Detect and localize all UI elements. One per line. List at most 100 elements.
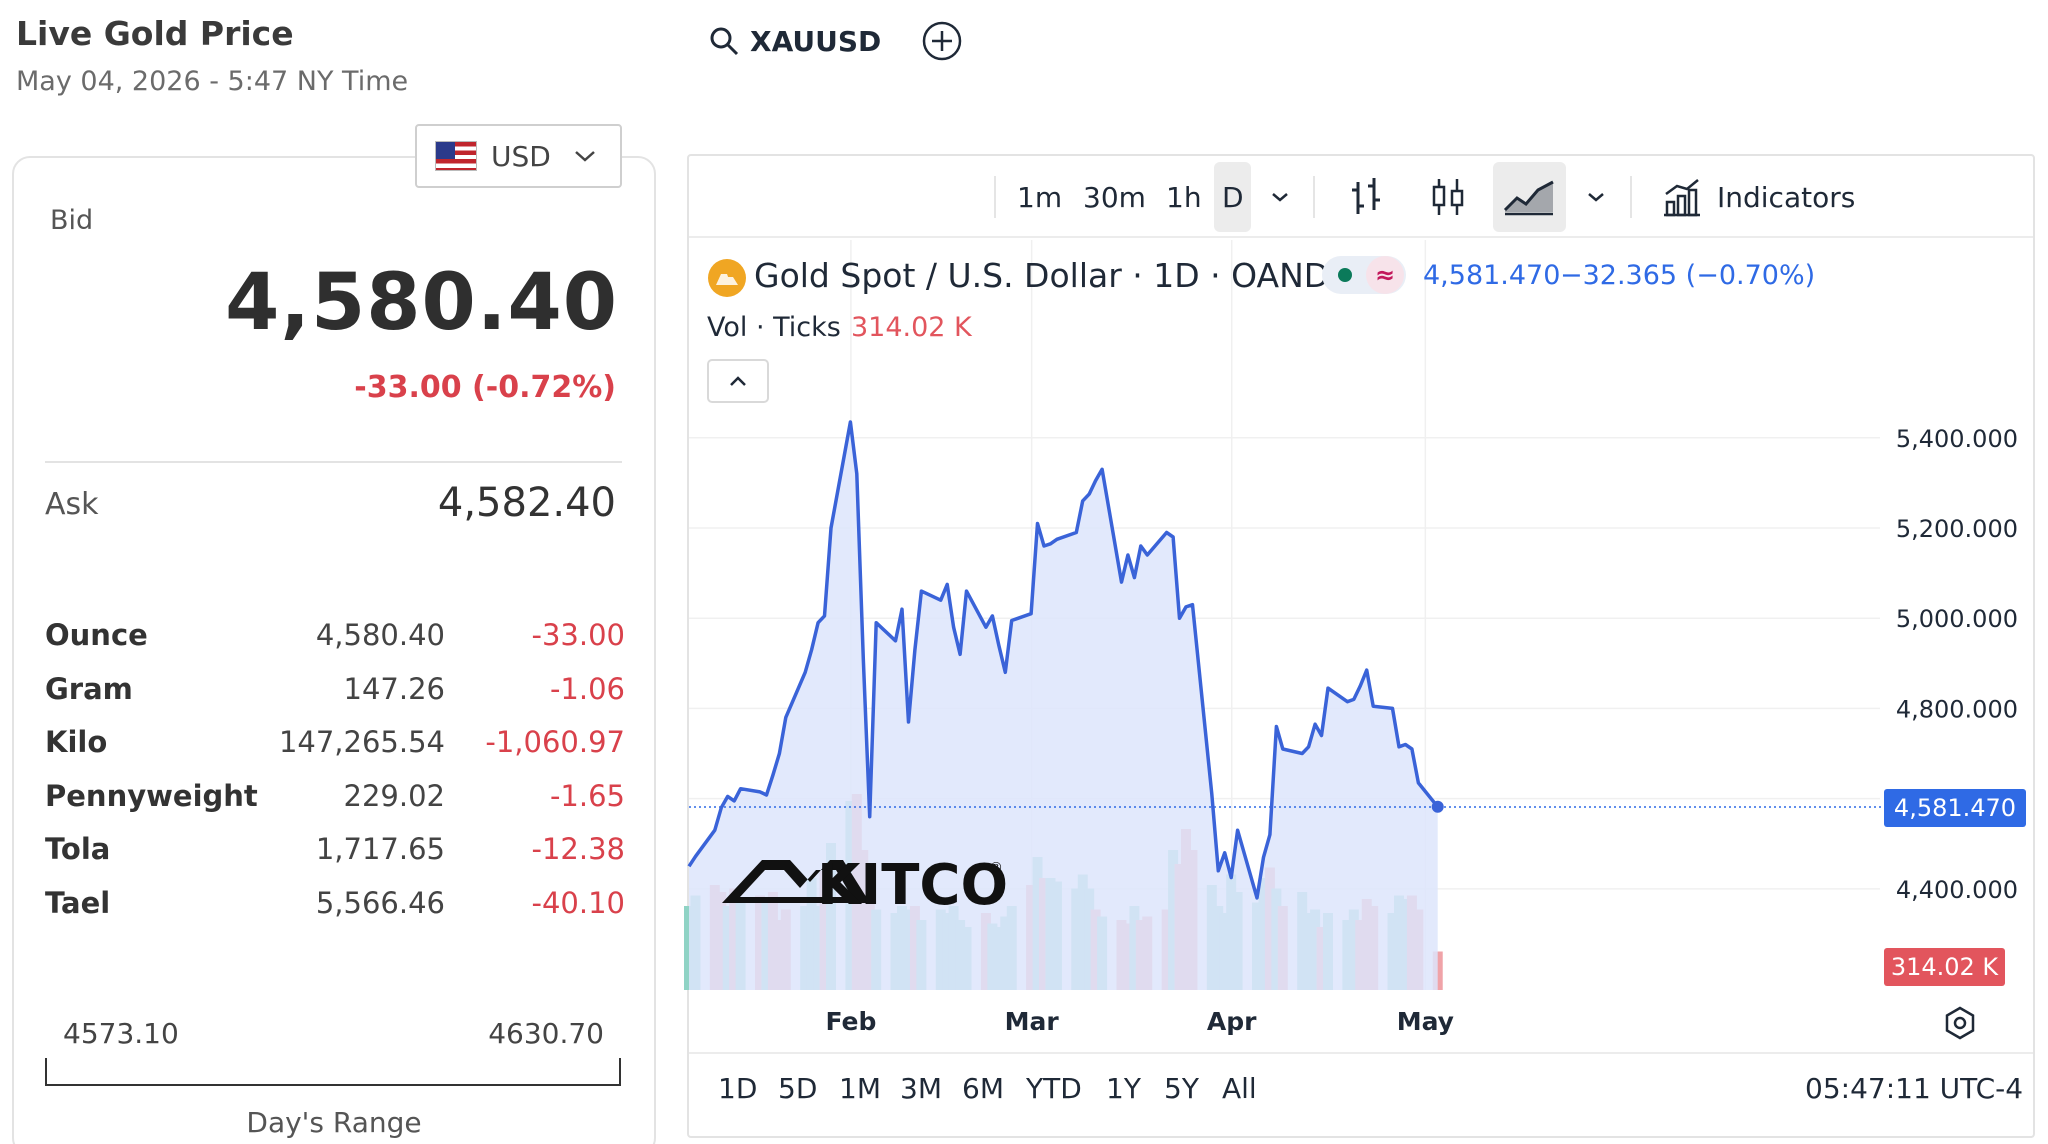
y-tick-label: 5,000.000 [1896,605,2018,633]
chart-axes: Feb Mar Apr May 5,400.000 5,200.000 5,000.000 4… [825,425,2018,1036]
search-icon [710,27,739,56]
watermark-text: KITCO [817,853,1008,918]
unit-price: 147.26 [343,671,445,706]
toolbar-divider [1313,176,1315,218]
last-price-dot [1431,800,1444,813]
unit-row-ounce: Ounce 4,580.40 -33.00 [45,618,625,672]
price-panel [12,156,656,1144]
range-button-3m[interactable]: 3M [900,1072,942,1105]
day-range-low: 4573.10 [63,1017,179,1050]
active-interval-highlight [1214,162,1251,232]
unit-change: -1.06 [549,671,625,706]
price-area-fill [689,422,1438,990]
y-tick-label: 4,800.000 [1896,695,2018,723]
kitco-logo-icon [722,860,870,903]
interval-1h[interactable]: 1h [1166,180,1202,214]
symbol-label: XAUUSD [750,24,882,58]
chevron-down-icon [1272,193,1288,202]
volume-legend-label: Vol · Ticks [707,312,841,343]
y-tick-label: 4,400.000 [1896,876,2018,904]
toolbar-divider [994,176,996,218]
symbol-search[interactable]: XAUUSD [708,0,881,82]
page-title: Live Gold Price [16,14,294,53]
y-tick-label: 5,400.000 [1896,425,2018,453]
unit-price: 229.02 [343,778,445,813]
chart-widget [687,154,2035,1138]
bid-price: 4,580.40 [225,258,618,348]
range-button-5d[interactable]: 5D [778,1072,818,1105]
candle-chart-type-button[interactable] [1430,156,1466,238]
chart-range-bar [689,1052,2033,1136]
unit-price: 4,580.40 [315,618,445,652]
range-button-all[interactable]: All [1222,1072,1257,1105]
gold-symbol-icon [708,259,746,297]
range-button-1d[interactable]: 1D [718,1072,758,1105]
range-button-6m[interactable]: 6M [962,1072,1004,1105]
area-chart-type-button[interactable] [1502,156,1556,238]
market-status-pill[interactable]: ≈ [1322,256,1406,294]
area-chart-icon [1503,180,1554,216]
compare-symbol-button[interactable] [921,0,963,82]
collapse-legend-button[interactable] [707,359,769,403]
chevron-down-icon [574,151,595,162]
unit-change: -1,060.97 [485,725,625,760]
bid-label: Bid [50,205,94,236]
unit-price: 147,265.54 [278,725,445,760]
unit-price-table: Ounce 4,580.40 -33.00 Gram 147.26 -1.06 … [45,618,625,940]
bar-chart-type-button[interactable] [1348,156,1384,238]
unit-name: Pennyweight [45,778,258,813]
unit-name: Tael [45,885,111,920]
x-tick-label: Feb [825,1007,876,1036]
candlestick-icon [1432,179,1464,215]
us-flag-icon [435,141,477,171]
unit-name: Tola [45,832,111,867]
currency-label: USD [491,139,551,173]
x-tick-label: Mar [1005,1007,1060,1036]
unit-change: -1.65 [549,778,625,813]
ask-price: 4,582.40 [437,480,616,526]
chevron-up-icon [730,376,746,386]
indicators-label: Indicators [1717,180,1856,214]
currency-select[interactable]: USD [415,124,622,188]
y-tick-label: 5,200.000 [1896,515,2018,543]
unit-row-tola: Tola 1,717.65 -12.38 [45,832,625,886]
plus-circle-icon [922,21,962,61]
interval-30m[interactable]: 30m [1083,180,1146,214]
active-chart-type-highlight [1493,162,1566,232]
interval-1d[interactable]: D [1222,180,1244,214]
chart-settings-icon[interactable] [1942,1005,1978,1041]
chart-clock: 05:47:11 UTC-4 [1805,1072,2024,1105]
chart-type-dropdown[interactable] [1584,156,1608,238]
unit-price: 1,717.65 [315,832,445,867]
day-range-bar [45,1058,621,1086]
interval-dropdown[interactable] [1268,156,1292,238]
unit-change: -40.10 [531,885,626,920]
unit-row-pennyweight: Pennyweight 229.02 -1.65 [45,779,625,833]
last-volume-tag: 314.02 K [1884,948,2005,986]
unit-name: Gram [45,671,133,706]
range-button-5y[interactable]: 5Y [1164,1072,1199,1105]
data-delay-icon: ≈ [1366,256,1404,294]
range-button-ytd[interactable]: YTD [1026,1072,1082,1105]
unit-change: -12.38 [531,832,626,867]
bid-change: -33.00 (-0.72%) [354,370,616,405]
unit-row-kilo: Kilo 147,265.54 -1,060.97 [45,725,625,779]
toolbar-divider [1630,176,1632,218]
interval-1m[interactable]: 1m [1017,180,1063,214]
indicators-icon [1664,179,1700,217]
unit-name: Kilo [45,725,108,760]
day-range-label: Day's Range [246,1106,422,1139]
unit-price: 5,566.46 [315,885,445,920]
timestamp: May 04, 2026 - 5:47 NY Time [16,66,409,97]
unit-row-gram: Gram 147.26 -1.06 [45,672,625,726]
registered-mark: ® [989,860,1003,876]
range-button-1y[interactable]: 1Y [1106,1072,1141,1105]
indicators-button[interactable]: Indicators [1661,156,1855,238]
instrument-title: Gold Spot / U.S. Dollar · 1D · OANDA [754,256,1352,295]
ohlc-bars-icon [1352,178,1380,214]
unit-row-tael: Tael 5,566.46 -40.10 [45,886,625,940]
range-button-1m[interactable]: 1M [839,1072,881,1105]
last-price-tag: 4,581.470 [1884,789,2026,827]
